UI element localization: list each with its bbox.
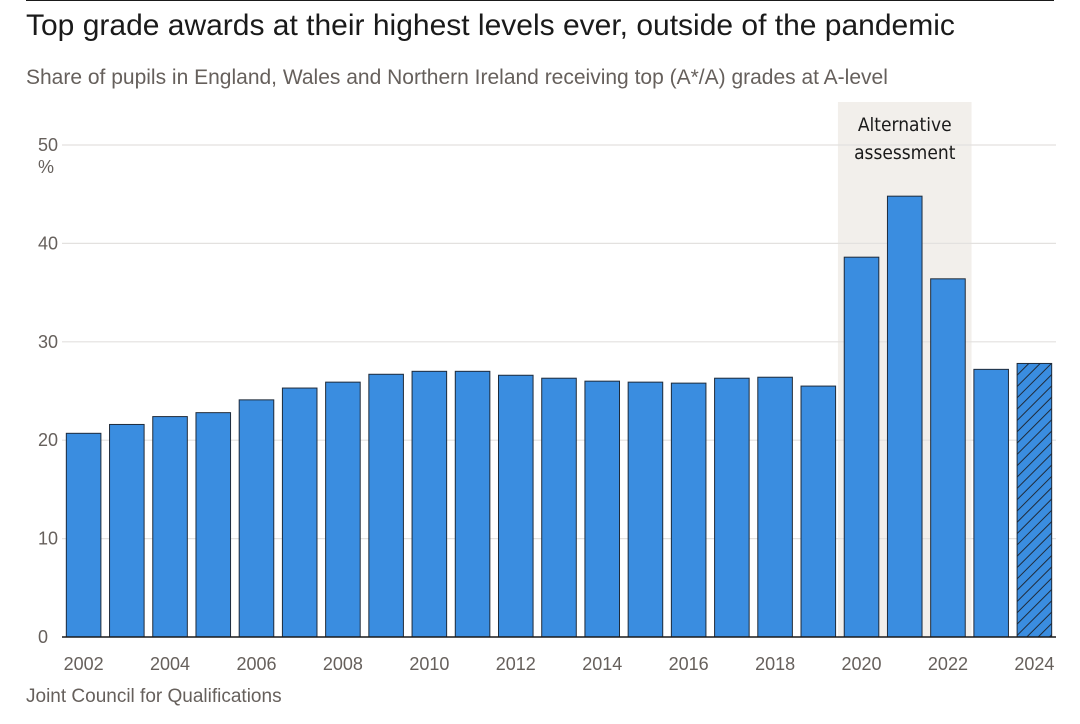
y-tick-label: 30 xyxy=(38,332,58,352)
bar-2015 xyxy=(627,381,664,638)
bar-2017 xyxy=(714,377,750,638)
y-tick-label: 50 xyxy=(38,135,58,155)
bar-2024 xyxy=(1016,362,1053,638)
bar-2022 xyxy=(930,278,966,638)
bar-2016 xyxy=(670,382,707,638)
x-tick-label: 2006 xyxy=(236,654,276,674)
bar-2006 xyxy=(238,399,275,638)
x-tick-label: 2024 xyxy=(1014,654,1054,674)
bar-2005 xyxy=(195,412,232,638)
annotation-label: Alternative xyxy=(858,114,952,136)
x-tick-label: 2010 xyxy=(409,654,449,674)
x-tick-label: 2012 xyxy=(496,654,536,674)
x-tick-label: 2022 xyxy=(928,654,968,674)
bar-2008 xyxy=(325,381,361,638)
y-tick-label: 10 xyxy=(38,529,58,549)
bar-2020 xyxy=(843,256,880,638)
bar-2007 xyxy=(281,387,318,638)
chart-title: Top grade awards at their highest levels… xyxy=(26,9,955,42)
bar-2021 xyxy=(886,195,923,638)
bar-2023 xyxy=(973,368,1009,638)
y-unit-label: % xyxy=(38,157,54,177)
x-tick-label: 2014 xyxy=(582,654,622,674)
x-tick-label: 2018 xyxy=(755,654,795,674)
bar-2019 xyxy=(800,385,837,638)
x-tick-label: 2016 xyxy=(669,654,709,674)
bar-2009 xyxy=(368,373,404,638)
x-tick-label: 2002 xyxy=(64,654,104,674)
bar-2013 xyxy=(541,377,577,638)
chart-subtitle: Share of pupils in England, Wales and No… xyxy=(26,66,888,89)
bar-2014 xyxy=(584,380,621,638)
y-tick-label: 20 xyxy=(38,430,58,450)
bar-2011 xyxy=(454,370,491,638)
x-tick-label: 2008 xyxy=(323,654,363,674)
y-tick-label: 40 xyxy=(38,233,58,253)
x-tick-label: 2020 xyxy=(841,654,881,674)
bar-2012 xyxy=(497,374,534,638)
bar-2004 xyxy=(152,416,188,638)
x-tick-label: 2004 xyxy=(150,654,190,674)
bar-2010 xyxy=(411,370,448,638)
top-rule xyxy=(26,0,1054,1)
bar-2018 xyxy=(757,376,793,638)
bar-2003 xyxy=(109,423,145,638)
y-tick-label: 0 xyxy=(38,627,48,647)
source-note: Joint Council for Qualifications xyxy=(26,686,282,707)
bar-2002 xyxy=(65,432,102,638)
annotation-label: assessment xyxy=(854,142,956,164)
